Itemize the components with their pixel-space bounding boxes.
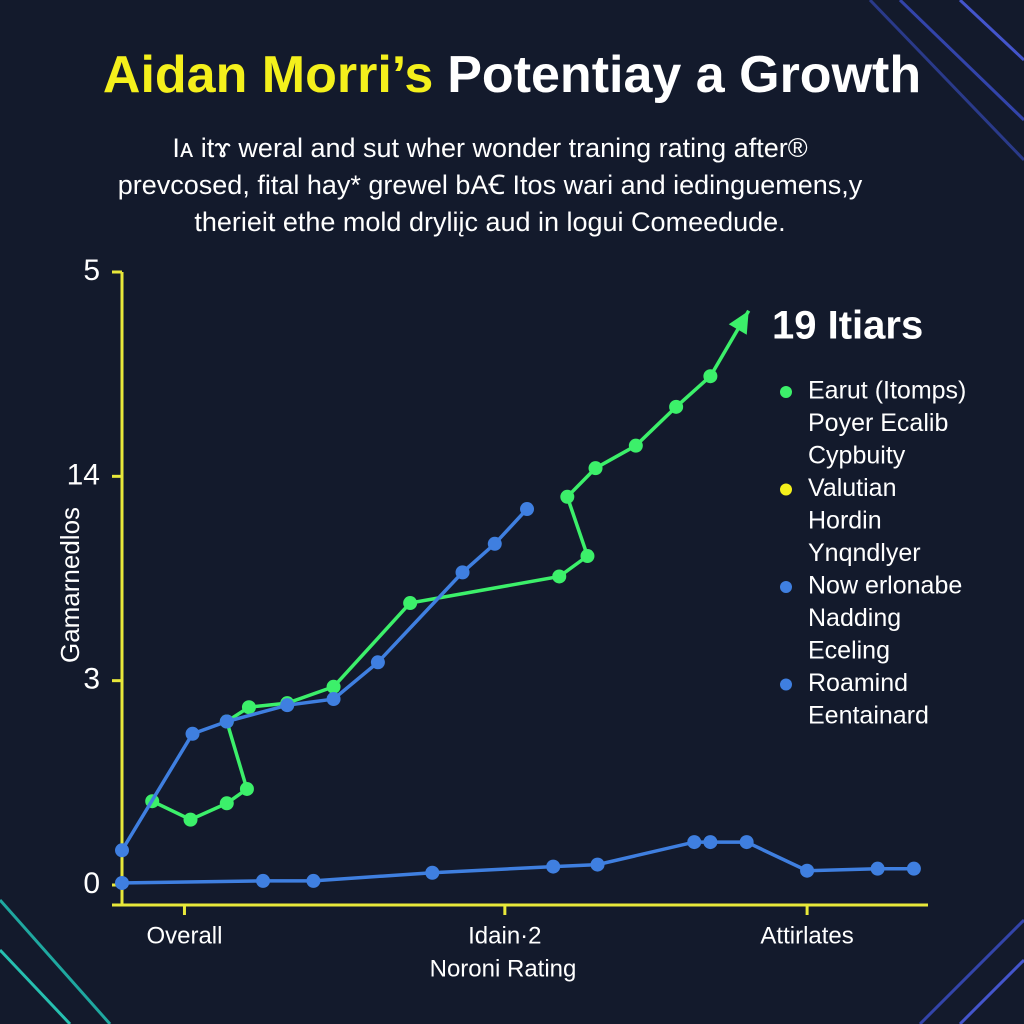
legend-label: Earut (Itomps) bbox=[808, 377, 966, 405]
legend-label: Now erlonabe bbox=[808, 572, 962, 600]
data-point bbox=[241, 700, 256, 715]
y-tick-label: 14 bbox=[67, 458, 100, 491]
legend-label: Poyer Ecalib bbox=[808, 409, 948, 437]
data-point bbox=[552, 569, 567, 584]
data-point bbox=[703, 835, 718, 850]
data-point bbox=[906, 861, 921, 876]
y-tick-label: 5 bbox=[83, 254, 100, 287]
data-point bbox=[326, 679, 341, 694]
series-line bbox=[121, 840, 914, 885]
data-point bbox=[455, 565, 470, 580]
x-tick-label: Attirlates bbox=[760, 922, 853, 949]
legend-marker bbox=[780, 678, 792, 691]
subtitle: therieit ethe mold dryliįc aud in logui … bbox=[194, 207, 785, 237]
data-point bbox=[185, 726, 200, 741]
legend-marker bbox=[780, 483, 792, 496]
data-point bbox=[115, 843, 129, 858]
data-point bbox=[487, 536, 502, 551]
x-tick-label: Overall bbox=[146, 922, 222, 949]
data-point bbox=[115, 875, 129, 890]
data-point bbox=[239, 781, 254, 796]
annotation: 19 Itiars bbox=[772, 304, 923, 348]
data-point bbox=[800, 863, 815, 878]
title-part: Aidan Morri’s bbox=[103, 46, 433, 104]
data-point bbox=[219, 714, 234, 729]
chart-title: Aidan Morri’s Potentiay a Growth bbox=[103, 46, 921, 104]
subtitle: prevcosed, fital hay* grewel bAꞒ Itos wa… bbox=[118, 170, 863, 200]
data-point bbox=[687, 835, 702, 850]
data-point bbox=[256, 873, 271, 888]
legend-label: Nadding bbox=[808, 604, 901, 632]
series-line bbox=[120, 507, 529, 852]
data-point bbox=[628, 438, 643, 453]
data-point bbox=[546, 859, 561, 874]
data-point bbox=[183, 812, 198, 827]
x-tick-label: Idain·2 bbox=[468, 922, 541, 949]
legend-label: Hordin bbox=[808, 507, 882, 535]
legend-marker bbox=[780, 581, 792, 593]
y-tick-label: 0 bbox=[83, 867, 100, 900]
y-tick-label: 3 bbox=[83, 663, 100, 696]
data-point bbox=[425, 865, 440, 880]
data-point bbox=[669, 399, 684, 414]
data-point bbox=[306, 873, 321, 888]
data-point bbox=[370, 655, 385, 670]
data-point bbox=[219, 796, 234, 811]
legend-label: Valutian bbox=[808, 474, 897, 502]
data-point bbox=[403, 596, 418, 611]
title-part: Potentiay a Growth bbox=[447, 46, 921, 104]
legend-label: Cypbuity bbox=[808, 442, 906, 470]
data-point bbox=[870, 861, 885, 876]
data-point bbox=[280, 698, 295, 713]
legend-label: Eceling bbox=[808, 637, 890, 665]
data-point bbox=[739, 835, 754, 850]
subtitle: Iᴀ itɤ weral and sut wher wonder traning… bbox=[172, 133, 807, 163]
arrow-head bbox=[728, 310, 749, 335]
data-point bbox=[580, 549, 595, 564]
series-line bbox=[151, 309, 751, 822]
y-axis-label: Gamarnedlos bbox=[55, 507, 85, 663]
legend-label: Ynqndlyer bbox=[808, 539, 921, 567]
data-point bbox=[326, 692, 341, 707]
data-point bbox=[560, 489, 575, 504]
x-axis-label: Noroni Rating bbox=[430, 955, 577, 982]
legend-label: Roamind bbox=[808, 669, 908, 697]
data-point bbox=[590, 857, 605, 872]
legend-marker bbox=[780, 386, 792, 398]
data-point bbox=[703, 369, 718, 384]
data-point bbox=[588, 461, 603, 476]
data-point bbox=[520, 502, 535, 517]
legend-label: Eentainard bbox=[808, 702, 929, 730]
